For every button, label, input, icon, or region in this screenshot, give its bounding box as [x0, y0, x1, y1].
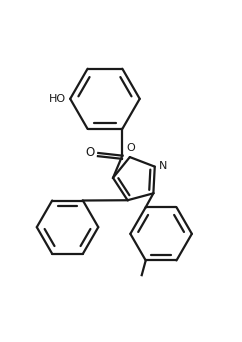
Text: O: O	[127, 143, 136, 153]
Text: O: O	[86, 146, 95, 159]
Text: N: N	[159, 161, 167, 171]
Text: HO: HO	[49, 94, 66, 104]
